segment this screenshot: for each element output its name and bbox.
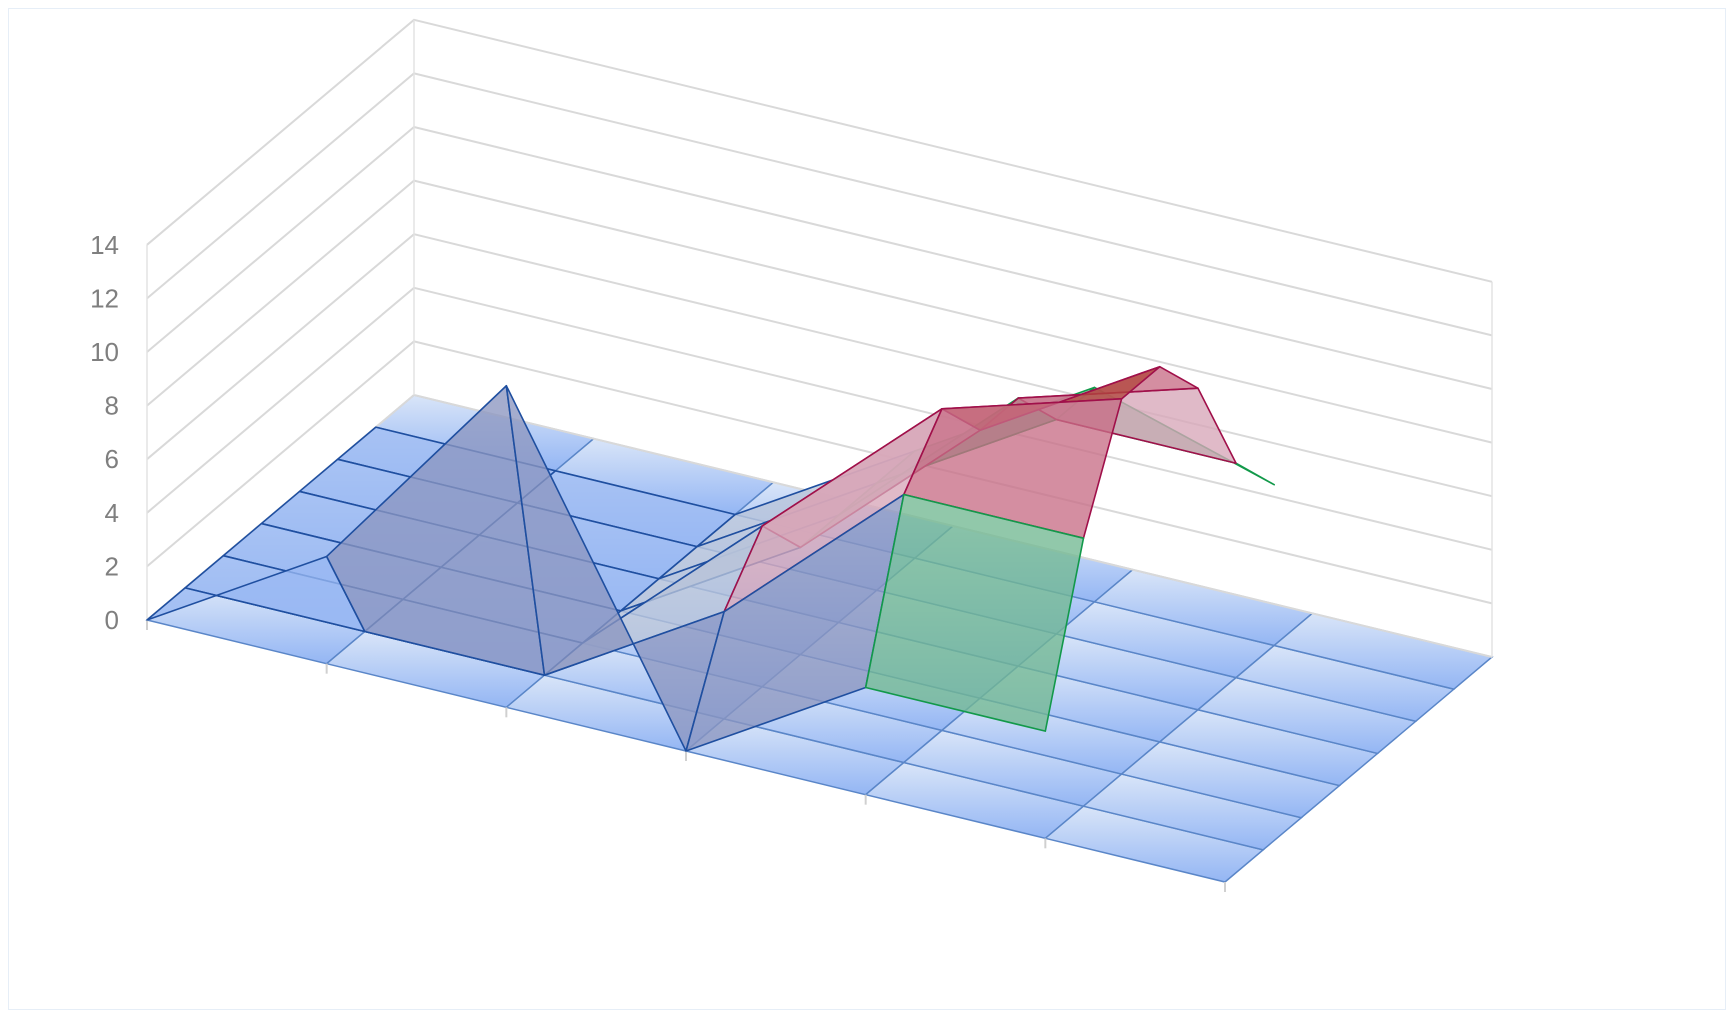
- z-tick-label: 14: [90, 230, 119, 260]
- gridline-z-8: [146, 179, 1493, 444]
- surface-patch: [864, 493, 1085, 732]
- z-tick-label: 6: [105, 444, 119, 474]
- z-tick-label: 0: [105, 605, 119, 635]
- gridline-z-14: [146, 18, 1493, 283]
- z-tick-label: 8: [105, 391, 119, 421]
- surface-chart: 0 2 4 6 8 10 12 14: [90, 18, 1494, 892]
- gridline-z-12: [146, 72, 1493, 337]
- z-axis: 0 2 4 6 8 10 12 14: [90, 230, 119, 635]
- z-tick-label: 4: [105, 498, 119, 528]
- z-tick-label: 10: [90, 337, 119, 367]
- chart-area: 0 2 4 6 8 10 12 14: [8, 8, 1726, 1010]
- z-tick-label: 12: [90, 283, 119, 313]
- z-tick-label: 2: [105, 551, 119, 581]
- surface-layer: [146, 365, 1275, 752]
- gridline-z-10: [146, 125, 1493, 390]
